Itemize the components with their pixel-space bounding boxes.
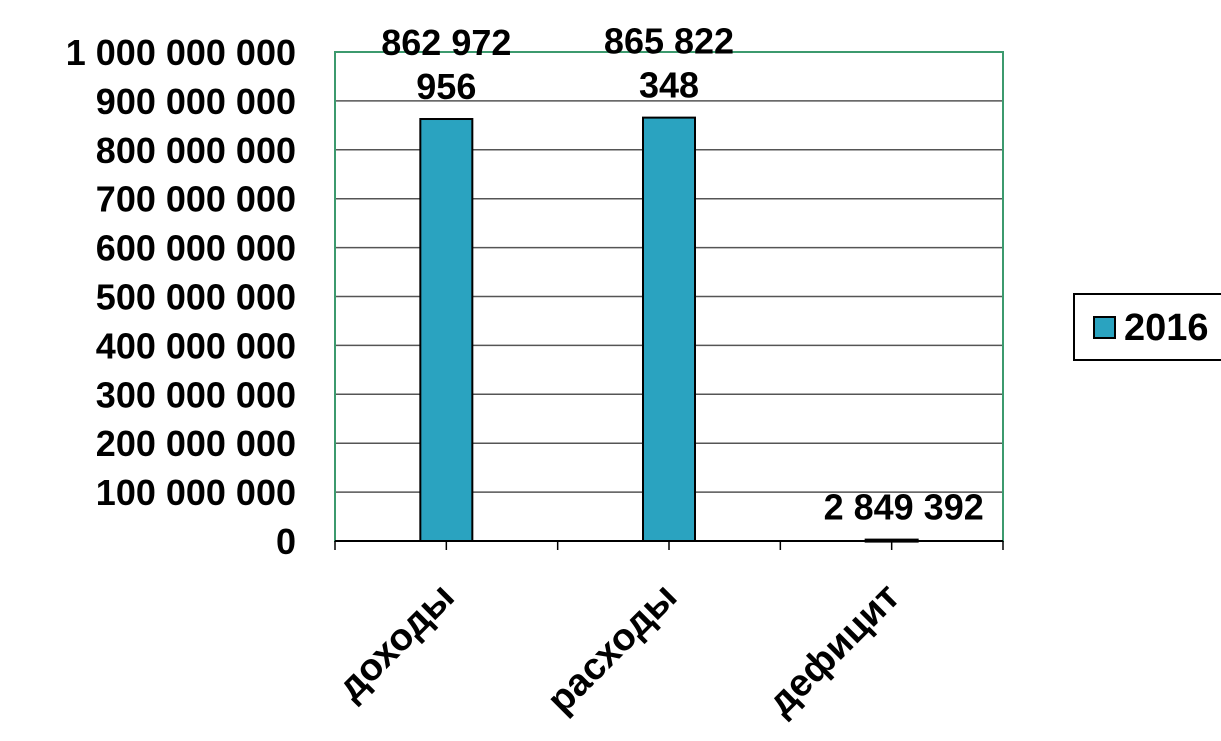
data-label: 862 972 [381, 22, 511, 63]
y-tick-label: 900 000 000 [96, 81, 296, 122]
y-tick-label: 100 000 000 [96, 472, 296, 513]
legend-swatch [1094, 317, 1115, 338]
data-label: 956 [416, 66, 476, 107]
y-tick-label: 300 000 000 [96, 374, 296, 415]
category-label: доходы [330, 576, 463, 709]
bar-2 [643, 118, 695, 541]
y-tick-label: 700 000 000 [96, 179, 296, 220]
y-tick-label: 800 000 000 [96, 130, 296, 171]
data-label: 2 849 392 [824, 487, 984, 528]
bar-series [420, 118, 917, 542]
y-tick-label: 500 000 000 [96, 277, 296, 318]
legend-label: 2016 [1124, 307, 1209, 349]
legend: 2016 [1074, 294, 1221, 360]
category-label: дефицит [760, 576, 908, 724]
y-tick-label: 600 000 000 [96, 228, 296, 269]
category-label: расходы [539, 576, 685, 722]
y-axis-tick-labels: 0 100 000 000 200 000 000 300 000 000 400 00… [66, 32, 296, 562]
y-tick-label: 0 [276, 521, 296, 562]
y-tick-label: 400 000 000 [96, 325, 296, 366]
data-label: 348 [639, 65, 699, 106]
data-label: 865 822 [604, 21, 734, 62]
bar-1 [420, 119, 472, 541]
y-tick-label: 200 000 000 [96, 423, 296, 464]
category-labels: доходы расходы дефицит [330, 576, 908, 724]
y-tick-label: 1 000 000 000 [66, 32, 296, 73]
